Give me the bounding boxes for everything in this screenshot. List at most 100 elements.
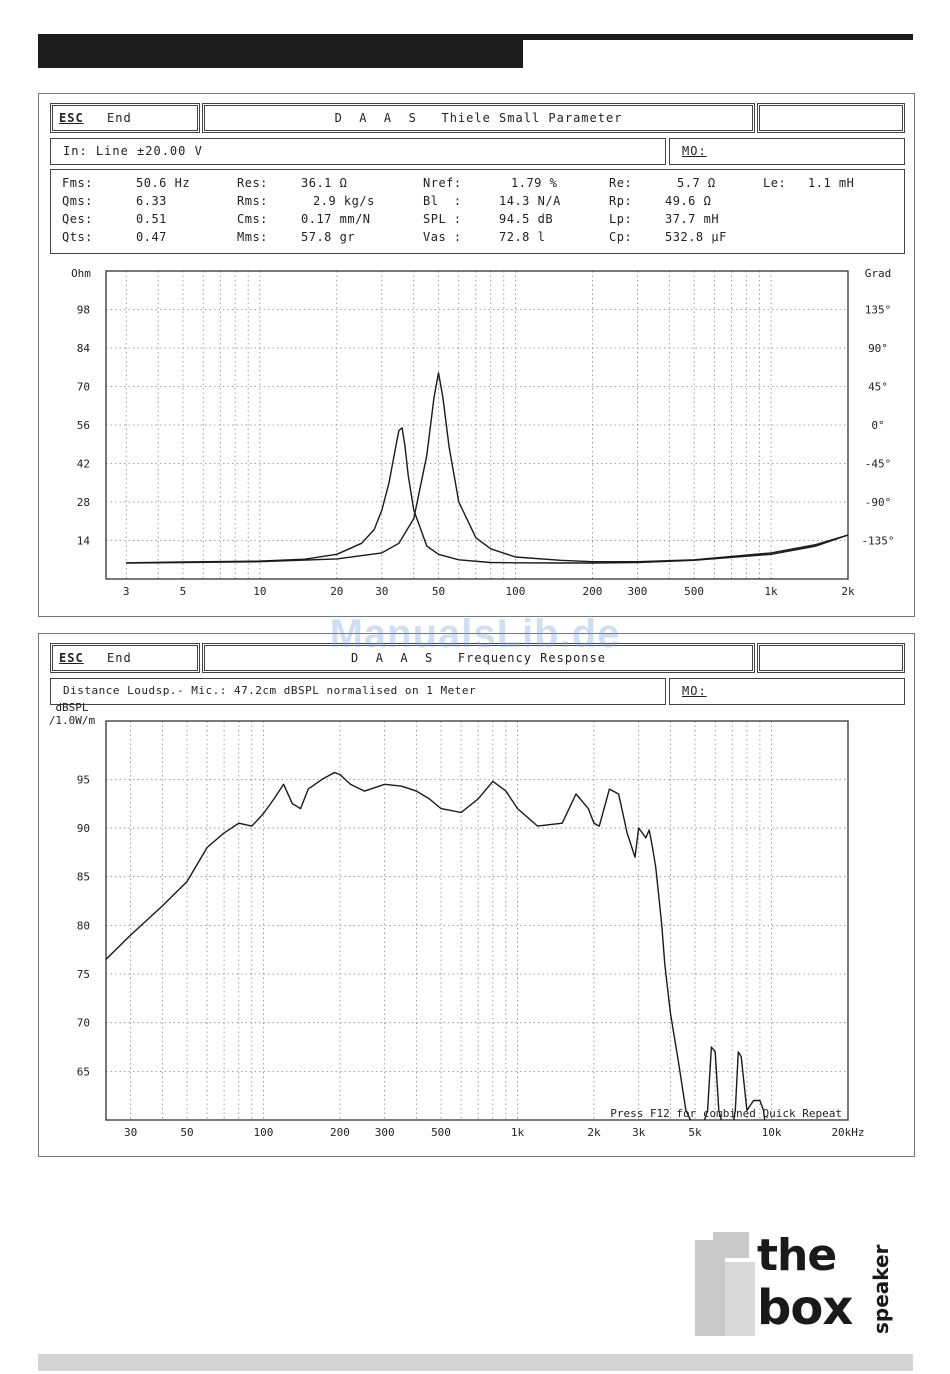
esc-end-bar[interactable]: ESC End <box>50 103 200 133</box>
y-tick-label: 14 <box>77 535 91 548</box>
param-label: Qts: <box>62 230 93 244</box>
x-tick-label: 50 <box>180 1126 193 1139</box>
param-value: 94.5 dB <box>499 212 554 226</box>
esc-end-bar[interactable]: ESC End <box>50 643 200 673</box>
memo-field[interactable]: MO: <box>669 678 905 705</box>
distance-info: Distance Loudsp.- Mic.: 47.2cm dBSPL nor… <box>50 678 666 705</box>
y-tick-label: 90 <box>77 822 90 835</box>
param-label: Cms: <box>237 212 268 226</box>
watermark: ManualsLib.de <box>329 612 621 656</box>
header-bar <box>38 34 523 68</box>
x-tick-label: 5k <box>688 1126 702 1139</box>
x-tick-label: 20kHz <box>831 1126 864 1139</box>
memo-field[interactable]: MO: <box>669 138 905 165</box>
x-tick-label: 50 <box>432 585 445 598</box>
series-line-2 <box>126 372 848 564</box>
x-tick-label: 5 <box>180 585 187 598</box>
y2-tick-label: 135° <box>865 304 892 317</box>
param-value: 0.17 mm/N <box>301 212 371 226</box>
y-tick-label: 42 <box>77 458 90 471</box>
y2-axis-label: Grad <box>865 267 892 280</box>
x-tick-label: 200 <box>582 585 602 598</box>
param-label: Qms: <box>62 194 93 208</box>
param-value: 5.7 Ω <box>677 176 716 190</box>
series-line-1 <box>106 771 766 1120</box>
x-tick-label: 30 <box>375 585 388 598</box>
series-line-1 <box>126 427 848 564</box>
param-label: Lp: <box>609 212 633 226</box>
y-tick-label: 70 <box>77 1017 90 1030</box>
x-tick-label: 300 <box>627 585 647 598</box>
param-label: Cp: <box>609 230 633 244</box>
param-value: 49.6 Ω <box>665 194 712 208</box>
title-side-box <box>757 103 905 133</box>
logo-the: the <box>757 1230 837 1281</box>
title-side-box <box>757 643 905 673</box>
end-key[interactable]: End <box>107 651 132 665</box>
esc-key[interactable]: ESC <box>59 651 84 665</box>
param-value: 37.7 mH <box>665 212 720 226</box>
param-label: Bl : <box>423 194 462 208</box>
param-value: 2.9 kg/s <box>313 194 375 208</box>
y-axis-label: Ohm <box>71 267 91 280</box>
the-box-speaker-logo: the box speaker <box>695 1232 910 1336</box>
end-key[interactable]: End <box>107 111 132 125</box>
x-tick-label: 20 <box>330 585 343 598</box>
param-label: Res: <box>237 176 268 190</box>
logo-mark-icon <box>695 1232 755 1336</box>
x-tick-label: 1k <box>511 1126 525 1139</box>
memo-label: MO: <box>682 144 707 158</box>
x-tick-label: 500 <box>431 1126 451 1139</box>
y2-tick-label: -90° <box>865 496 892 509</box>
param-value: 1.79 % <box>511 176 558 190</box>
plot-frame <box>105 270 849 580</box>
panel-title: D A A S Frequency Response <box>202 643 755 673</box>
plot-frame <box>105 720 849 1121</box>
param-value: 0.47 <box>136 230 167 244</box>
footer-bar <box>38 1354 913 1371</box>
param-label: SPL : <box>423 212 462 226</box>
x-tick-label: 1k <box>764 585 778 598</box>
plot-footer-note: Press F12 for combined Quick Repeat <box>610 1107 842 1120</box>
param-label: Fms: <box>62 176 93 190</box>
y-tick-label: 84 <box>77 342 91 355</box>
x-tick-label: 100 <box>254 1126 274 1139</box>
x-tick-label: 30 <box>124 1126 137 1139</box>
y2-tick-label: -135° <box>861 535 894 548</box>
param-label: Vas : <box>423 230 462 244</box>
param-value: 36.1 Ω <box>301 176 348 190</box>
y-tick-label: 85 <box>77 871 90 884</box>
x-tick-label: 500 <box>684 585 704 598</box>
param-value: 1.1 mH <box>808 176 855 190</box>
esc-key[interactable]: ESC <box>59 111 84 125</box>
y-axis-label: dBSPL <box>55 701 88 714</box>
x-tick-label: 10k <box>762 1126 782 1139</box>
memo-label: MO: <box>682 684 707 698</box>
y-tick-label: 98 <box>77 304 90 317</box>
y2-tick-label: -45° <box>865 458 892 471</box>
y2-tick-label: 45° <box>868 381 888 394</box>
y2-tick-label: 0° <box>871 419 884 432</box>
y-tick-label: 80 <box>77 919 90 932</box>
header-rule <box>523 34 913 40</box>
y2-tick-label: 90° <box>868 342 888 355</box>
param-label: Rms: <box>237 194 268 208</box>
x-tick-label: 10 <box>253 585 266 598</box>
param-value: 57.8 gr <box>301 230 356 244</box>
panel-title: D A A S Thiele Small Parameter <box>202 103 755 133</box>
param-label: Nref: <box>423 176 462 190</box>
y-tick-label: 95 <box>77 773 90 786</box>
param-label: Rp: <box>609 194 633 208</box>
x-tick-label: 100 <box>506 585 526 598</box>
param-label: Mms: <box>237 230 268 244</box>
param-value: 14.3 N/A <box>499 194 561 208</box>
param-value: 0.51 <box>136 212 167 226</box>
x-tick-label: 2k <box>841 585 855 598</box>
param-value: 50.6 Hz <box>136 176 191 190</box>
param-value: 532.8 µF <box>665 230 727 244</box>
y-tick-label: 75 <box>77 968 90 981</box>
param-value: 6.33 <box>136 194 167 208</box>
y-tick-label: 70 <box>77 381 90 394</box>
